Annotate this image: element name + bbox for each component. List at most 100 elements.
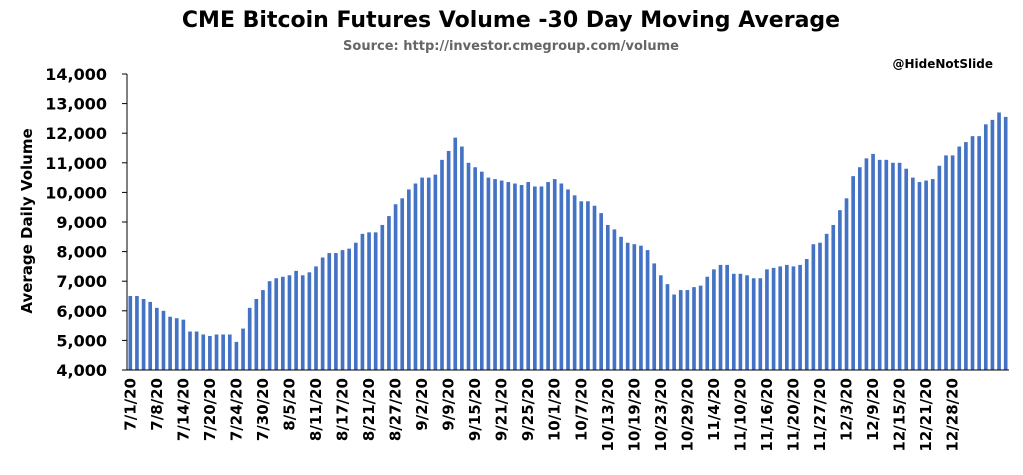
x-axis-ticks: 7/1/20 7/8/20 7/14/20 7/20/20 7/24/20 7/30/20… [121, 378, 961, 452]
bar [778, 266, 783, 370]
bar [188, 331, 192, 370]
bar [267, 281, 272, 370]
bar [353, 242, 358, 370]
bar [672, 294, 676, 370]
x-tick-label: 9/21/20 [493, 378, 511, 441]
bar [539, 186, 544, 370]
bar [983, 124, 988, 370]
bar [247, 307, 252, 370]
chart-subtitle: Source: http://investor.cmegroup.com/vol… [343, 39, 679, 54]
bar [824, 233, 829, 370]
x-tick-label: 11/20/20 [784, 378, 802, 452]
y-tick-label: 10,000 [45, 183, 107, 202]
bar [241, 328, 245, 370]
chart-title: CME Bitcoin Futures Volume -30 Day Movin… [182, 8, 840, 33]
bar [400, 198, 405, 370]
bar [844, 198, 849, 370]
bar [911, 177, 915, 370]
x-tick-label: 12/9/20 [864, 378, 882, 441]
bar [307, 272, 312, 370]
bar [526, 182, 531, 370]
bar [420, 177, 424, 370]
bar [745, 275, 749, 370]
bar [605, 224, 610, 370]
x-tick-label: 9/15/20 [466, 378, 484, 441]
bar [851, 176, 855, 370]
bar [334, 253, 338, 370]
x-tick-label: 8/17/20 [334, 378, 352, 441]
x-tick-label: 12/3/20 [838, 378, 856, 441]
x-tick-label: 12/21/20 [917, 378, 935, 452]
bar [155, 307, 159, 370]
bar [287, 275, 292, 370]
x-tick-label: 7/8/20 [148, 378, 166, 431]
x-tick-label: 11/27/20 [811, 378, 829, 452]
bar [460, 146, 464, 370]
x-tick-label: 11/16/20 [758, 378, 776, 452]
y-axis-ticks: 4,000 5,000 6,000 7,000 8,000 9,000 10,000 11,0… [45, 65, 127, 380]
bar [678, 290, 683, 370]
x-tick-label: 7/20/20 [201, 378, 219, 441]
bar [479, 171, 484, 370]
bar [566, 189, 570, 370]
bar [347, 248, 351, 370]
y-tick-label: 8,000 [56, 243, 107, 262]
bar [281, 276, 285, 370]
bar-series [128, 112, 1008, 370]
bar [957, 146, 962, 370]
bar [891, 162, 895, 370]
bar [612, 229, 617, 370]
bar [426, 177, 431, 370]
bar [944, 155, 948, 370]
bar [174, 318, 179, 370]
bar [300, 275, 305, 370]
x-tick-label: 8/21/20 [360, 378, 378, 441]
bar [632, 244, 637, 370]
bar [917, 182, 922, 370]
bar [254, 298, 259, 370]
bar [897, 162, 902, 370]
x-tick-label: 11/10/20 [731, 378, 749, 452]
bar [665, 284, 670, 370]
bar [367, 232, 371, 370]
bar [884, 159, 889, 370]
x-tick-label: 9/9/20 [440, 378, 458, 431]
bar [446, 150, 451, 370]
bar [148, 301, 153, 370]
bar [771, 267, 776, 370]
bar [519, 185, 524, 370]
bar [964, 142, 968, 370]
bar [168, 316, 172, 370]
x-tick-label: 7/24/20 [227, 378, 245, 441]
bar [161, 310, 166, 370]
bar [718, 264, 723, 370]
bar [930, 179, 935, 370]
bar [440, 159, 444, 370]
bar [373, 232, 378, 370]
bar [838, 210, 842, 370]
x-tick-label: 8/11/20 [307, 378, 325, 441]
bar [738, 273, 743, 370]
x-tick-label: 8/27/20 [387, 378, 405, 441]
bar [659, 275, 663, 370]
bar [864, 158, 869, 370]
bar [552, 179, 557, 370]
bar [546, 182, 550, 370]
bar [261, 290, 265, 370]
bar [294, 270, 298, 370]
bar [645, 250, 650, 370]
chart-credit: @HideNotSlide [892, 57, 993, 71]
bar [453, 137, 458, 370]
bar [785, 264, 789, 370]
bar [486, 177, 491, 370]
x-tick-label: 11/4/20 [705, 378, 723, 441]
bar [765, 269, 769, 370]
bar [473, 167, 477, 370]
y-tick-label: 9,000 [56, 213, 107, 232]
bar [227, 334, 232, 370]
x-tick-label: 9/25/20 [519, 378, 537, 441]
bar [559, 183, 564, 370]
bar [413, 183, 418, 370]
bar [877, 159, 882, 370]
